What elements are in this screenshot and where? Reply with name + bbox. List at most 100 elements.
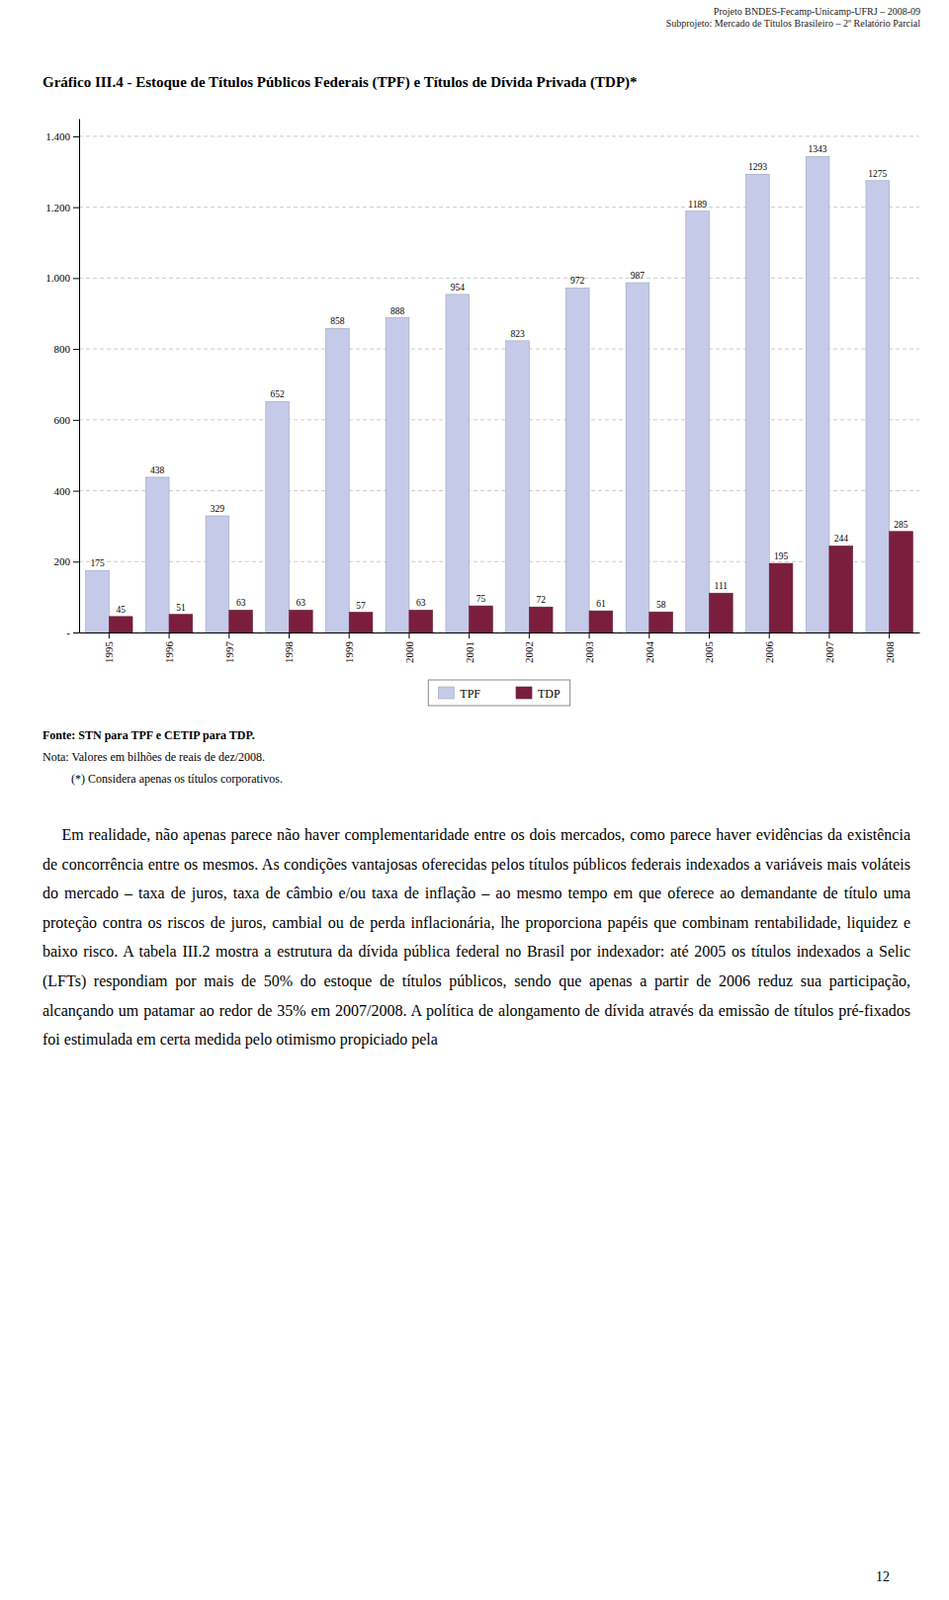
header-line: Projeto BNDES-Fecamp-Unicamp-UFRJ – 2008… [713,5,921,17]
tick-label: 800 [54,343,72,355]
grid-line [79,561,920,563]
tick-label: 2000 [403,641,416,665]
tick-label: 2005 [702,641,715,665]
footnotes: Fonte: STN para TPF e CETIP para TDP.Not… [42,728,283,786]
body-text: Em realidade, não apenas parece não have… [42,820,911,1055]
bar [205,516,230,633]
tick-label: 2001 [462,641,475,664]
y-tick: 800 [54,343,81,355]
bars [86,156,914,633]
tick-label: 1.400 [45,130,71,143]
data-label: 1275 [867,169,887,179]
bar [589,610,613,633]
footnote: (*) Considera apenas os títulos corporat… [71,772,283,786]
tick-label: 1995 [102,641,115,665]
data-label: 45 [115,604,126,615]
header-line: Subprojeto: Mercado de Títulos Brasileir… [666,17,922,29]
bar [686,211,710,633]
y-tick: 400 [54,485,81,498]
data-label: 1189 [688,199,707,210]
bar [746,173,771,633]
x-tick: 2003 [583,632,596,664]
tick-mark [288,632,290,639]
x-tick: 2002 [522,632,535,664]
bar [289,609,314,633]
tick-mark [648,632,650,639]
x-tick: 2005 [702,632,715,664]
tick-mark [528,632,530,639]
legend: TPFTDP [428,680,570,706]
data-label: 888 [390,306,406,317]
data-label: 987 [630,270,646,281]
bar [445,294,470,633]
tick-label: 2007 [823,641,836,665]
x-tick: 2000 [403,632,416,664]
x-tick: 1999 [343,632,355,664]
tick-mark [888,632,890,639]
data-label: 438 [150,465,166,476]
bar [108,616,133,633]
x-tick: 2001 [462,632,475,664]
bar [265,401,290,633]
grid-line [79,348,920,350]
tick-label: 1998 [282,641,295,665]
bar [565,287,590,633]
data-label: 858 [330,316,346,327]
grid [79,136,920,633]
grid-line [79,277,920,279]
y-tick: 600 [54,414,81,427]
data-label: 57 [355,601,366,611]
data-label: 63 [416,598,427,608]
y-tick: 1.200 [45,201,80,214]
data-label: 75 [476,594,487,604]
data-label: 72 [535,595,546,605]
tick-label: 1.200 [45,201,71,214]
tick-mark [73,136,80,138]
data-label: 1343 [808,144,828,155]
bar [528,606,553,633]
grid-line [79,206,920,208]
bar [469,605,494,633]
tick-label: 2006 [763,641,776,665]
y-tick: 200 [54,555,81,568]
x-axis: 1995199619971998199920002001200220032004… [80,632,921,664]
bar [326,328,350,633]
tick-label: 1997 [223,641,236,665]
grid-line [79,419,920,421]
tick-label: 400 [54,485,72,498]
tick-mark [169,632,171,639]
tick-mark [828,632,830,639]
data-label: 954 [450,282,466,293]
header: Projeto BNDES-Fecamp-Unicamp-UFRJ – 2008… [666,5,922,29]
tick-mark [589,632,591,639]
bar [409,609,433,633]
bar [865,180,890,633]
data-label: 111 [714,581,729,592]
tick-mark [408,632,410,639]
legend-label: TPF [459,687,481,701]
footnote: Nota: Valores em bilhões de reais de dez… [42,750,265,765]
tick-mark [108,632,110,639]
data-label: 652 [270,389,286,400]
bar [385,318,410,633]
tick-label: 1999 [343,641,355,665]
tick-mark [73,420,80,422]
grid-line [79,632,920,634]
tick-label: 200 [54,555,72,568]
data-label: 1293 [748,162,768,173]
x-tick: 2006 [763,632,776,664]
y-tick: 1.400 [45,130,80,143]
data-label: 285 [893,519,909,530]
tick-mark [73,632,80,634]
x-tick: 1996 [163,632,175,664]
bar [769,563,793,633]
data-label: 58 [656,600,667,610]
legend-swatch [516,687,532,699]
tick-label: 600 [54,414,72,427]
tick-mark [228,632,230,639]
x-tick: 1995 [102,632,115,664]
y-tick: 1.000 [45,271,80,284]
tick-label: 2002 [522,641,535,664]
x-tick: 2007 [823,632,836,664]
tick-mark [73,207,80,209]
